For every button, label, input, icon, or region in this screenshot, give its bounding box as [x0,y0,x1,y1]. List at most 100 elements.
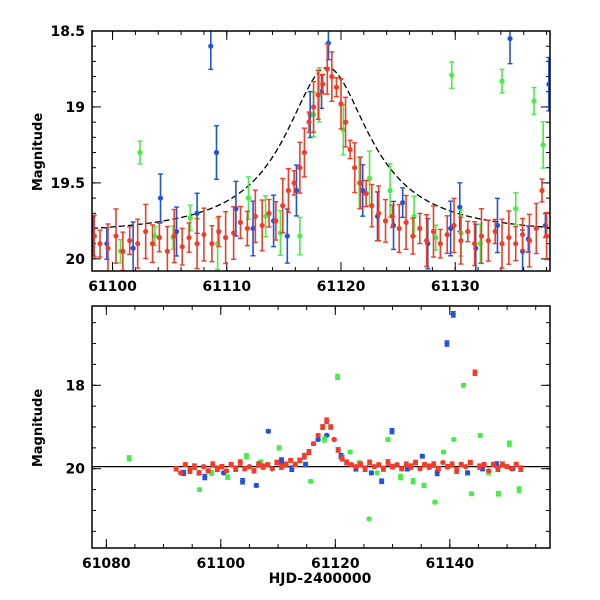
data-point [389,213,395,219]
data-point [499,241,505,247]
data-point [507,35,513,42]
data-point [357,461,364,468]
top-panel: 61100 61110 61120 61130 18.5 19 19.5 20 [50,24,551,295]
data-point [339,455,345,461]
data-point [369,203,375,209]
x-tick-label: 61100 [196,556,245,572]
data-point [310,104,317,110]
series-red [173,369,524,476]
data-point [506,441,512,447]
data-point [137,149,143,156]
data-point [399,466,405,472]
data-point [504,464,510,470]
data-point [315,436,321,443]
data-point [208,43,214,49]
data-point [310,441,317,447]
data-point [421,482,427,489]
data-point [315,432,321,438]
data-point [347,449,353,455]
data-point [113,233,119,239]
data-point [179,244,185,250]
data-point [465,228,471,235]
data-point [297,165,303,171]
plot-frame [91,30,551,272]
data-point [223,468,230,474]
data-point [243,453,250,459]
data-point [509,466,515,472]
data-point [219,464,225,470]
data-point [284,233,290,239]
data-point [242,466,248,472]
data-point [278,457,285,463]
data-point [244,225,250,232]
data-point [306,119,312,125]
data-point [197,486,203,493]
data-point [223,234,229,241]
data-point [437,241,443,247]
data-point [492,228,498,235]
data-point [328,424,334,430]
data-point [396,225,402,232]
data-point [533,225,539,232]
data-point [301,149,308,156]
data-point [283,461,289,468]
data-point [201,231,207,238]
data-point [422,461,428,468]
data-point [518,466,524,472]
data-point [213,149,220,156]
data-point [357,180,364,186]
x-tick-label: 61130 [431,279,480,295]
data-point [342,119,349,125]
data-point [173,228,180,235]
data-point [239,478,246,484]
data-point [149,241,156,247]
data-point [352,165,358,171]
data-point [293,187,300,194]
data-point [253,482,259,489]
data-point [490,461,496,468]
data-point [324,418,330,424]
data-point [335,447,341,453]
data-point [519,231,526,238]
data-point [186,234,192,241]
data-point [276,445,282,451]
data-point [214,466,220,472]
data-point [464,470,471,476]
x-tick-label: 61100 [88,279,137,295]
data-point [494,222,501,229]
data-point [451,436,457,443]
data-point [495,466,501,472]
data-point [444,464,451,470]
data-point [225,474,231,480]
data-point [246,464,253,470]
data-point [417,466,423,472]
x-tick-label: 61120 [317,279,366,295]
data-point [194,210,200,216]
data-point [417,225,423,232]
data-point [467,459,474,466]
plot-area [92,31,550,271]
x-tick-label: 61080 [82,556,131,572]
data-point [97,241,103,247]
data-point [280,203,286,209]
plot-frame [91,305,551,549]
data-point [210,461,216,468]
data-point [410,233,416,239]
data-point [278,464,285,470]
data-point [194,241,200,247]
data-point [187,468,193,474]
y-tick-label: 19.5 [50,176,85,192]
data-point [457,204,463,210]
data-point [237,459,243,466]
data-point [476,464,483,470]
data-point [233,466,239,472]
data-point [321,436,328,443]
data-point [412,459,419,466]
data-point [324,66,330,72]
data-point [196,470,202,476]
y-tick-label: 20 [66,252,86,268]
data-point [366,516,372,522]
data-point [164,248,170,254]
data-point [265,428,271,434]
data-point [255,461,262,468]
